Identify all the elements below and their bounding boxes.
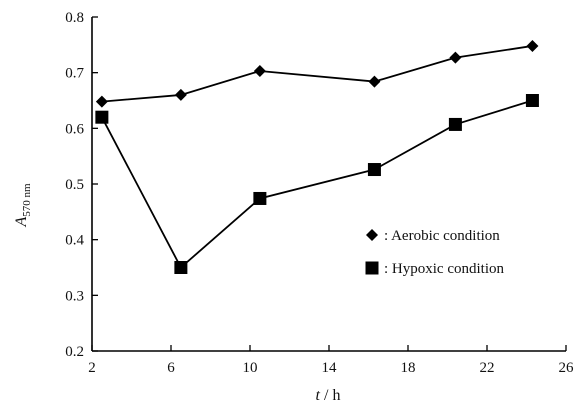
x-axis-label-unit: / h (320, 387, 340, 404)
legend-marker (365, 261, 379, 275)
series-line (101, 99, 533, 269)
series-layer (95, 39, 539, 274)
y-axis-label: A570 nm (13, 183, 33, 228)
legend-label: : Aerobic condition (384, 228, 500, 244)
y-tick-label: 0.4 (65, 233, 84, 249)
x-tick-label: 14 (322, 360, 338, 376)
y-tick-label: 0.6 (65, 121, 84, 137)
x-tick-label: 18 (401, 360, 416, 376)
x-axis-label: t / h (316, 387, 341, 404)
data-point (95, 110, 109, 124)
x-tick-label: 2 (88, 360, 96, 376)
x-tick-label: 26 (559, 360, 574, 376)
y-tick-label: 0.5 (65, 177, 84, 193)
series-line (101, 45, 533, 103)
data-point (367, 163, 381, 177)
x-tick-label: 22 (480, 360, 495, 376)
x-axis-label-var: t (316, 387, 321, 404)
data-point (449, 51, 462, 64)
y-tick-label: 0.7 (65, 66, 84, 82)
axes (91, 17, 566, 352)
data-point (525, 94, 539, 107)
data-point (448, 117, 462, 131)
data-point (368, 75, 381, 88)
x-tick-label: 10 (243, 360, 258, 376)
legend: : Aerobic condition : Hypoxic condition (365, 228, 504, 277)
series-hypoxic (95, 94, 539, 274)
y-axis-label-sub: 570 nm (21, 183, 33, 217)
y-axis-label-var: A (13, 217, 30, 228)
y-tick-label: 0.8 (65, 10, 84, 26)
data-point (526, 39, 539, 52)
data-point (253, 64, 266, 77)
data-point (95, 95, 108, 108)
legend-entry: : Hypoxic condition (365, 261, 504, 277)
data-point (253, 191, 267, 205)
data-point (174, 88, 187, 101)
ticks: 2 6 10 14 18 22 260.20.30.40.50.60.70.8 (65, 10, 574, 376)
legend-label: : Hypoxic condition (384, 261, 504, 277)
x-tick-label: 6 (167, 360, 175, 376)
series-aerobic (95, 39, 539, 108)
legend-marker (366, 229, 378, 241)
data-point (174, 261, 188, 274)
y-tick-label: 0.3 (65, 288, 84, 304)
y-tick-label: 0.2 (65, 344, 84, 360)
legend-entry: : Aerobic condition (366, 228, 500, 244)
